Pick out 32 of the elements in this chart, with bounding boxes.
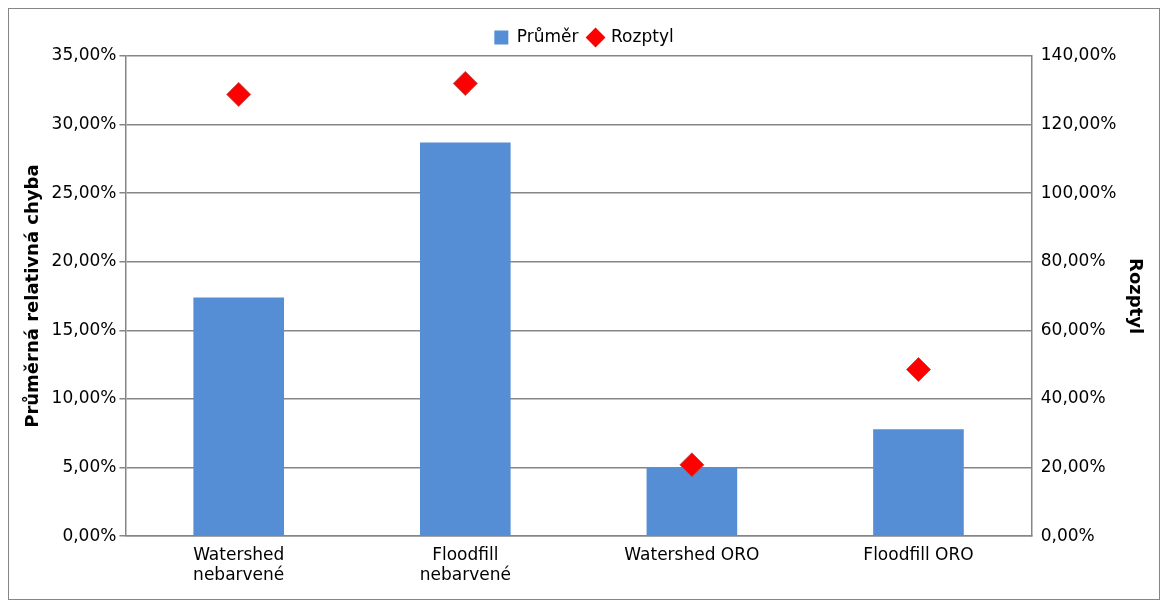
y2-tick-label: 80,00%	[1040, 250, 1106, 271]
y2-tick-label: 60,00%	[1040, 318, 1106, 339]
legend-label: Rozptyl	[611, 25, 674, 46]
point	[679, 452, 705, 478]
y-tick-label: 30,00%	[51, 113, 117, 134]
y-tick-label: 5,00%	[62, 456, 117, 477]
y-tick-label: 0,00%	[62, 524, 117, 545]
y2-tick-label: 120,00%	[1040, 113, 1117, 134]
bar	[419, 142, 511, 536]
y-axis-title: Průměrná relativná chyba	[21, 164, 43, 428]
y-tick-label: 35,00%	[51, 44, 117, 65]
y-tick-label: 20,00%	[51, 250, 117, 271]
y2-tick-label: 20,00%	[1040, 456, 1106, 477]
point	[452, 70, 478, 96]
point	[905, 357, 931, 382]
y2-axis-title: Rozptyl	[1125, 258, 1147, 335]
y-tick-label: 15,00%	[51, 318, 117, 339]
bar	[873, 429, 964, 536]
y2-tick-label: 40,00%	[1040, 387, 1106, 408]
x-tick-label: Watershed ORO	[624, 543, 760, 564]
y2-tick-label: 140,00%	[1040, 44, 1117, 65]
bar	[646, 467, 738, 536]
x-tick-label: Floodfill ORO	[863, 543, 974, 564]
y2-tick-label: 0,00%	[1040, 524, 1095, 545]
bar	[193, 297, 285, 536]
legend-label: Průměr	[516, 25, 579, 46]
x-tick-label: Watershed nebarvené	[193, 543, 285, 585]
y2-tick-label: 100,00%	[1040, 181, 1117, 202]
y-tick-label: 25,00%	[51, 181, 117, 202]
point	[226, 81, 252, 107]
y-tick-label: 10,00%	[51, 387, 117, 408]
x-tick-label: Floodfill nebarvené	[419, 543, 511, 585]
